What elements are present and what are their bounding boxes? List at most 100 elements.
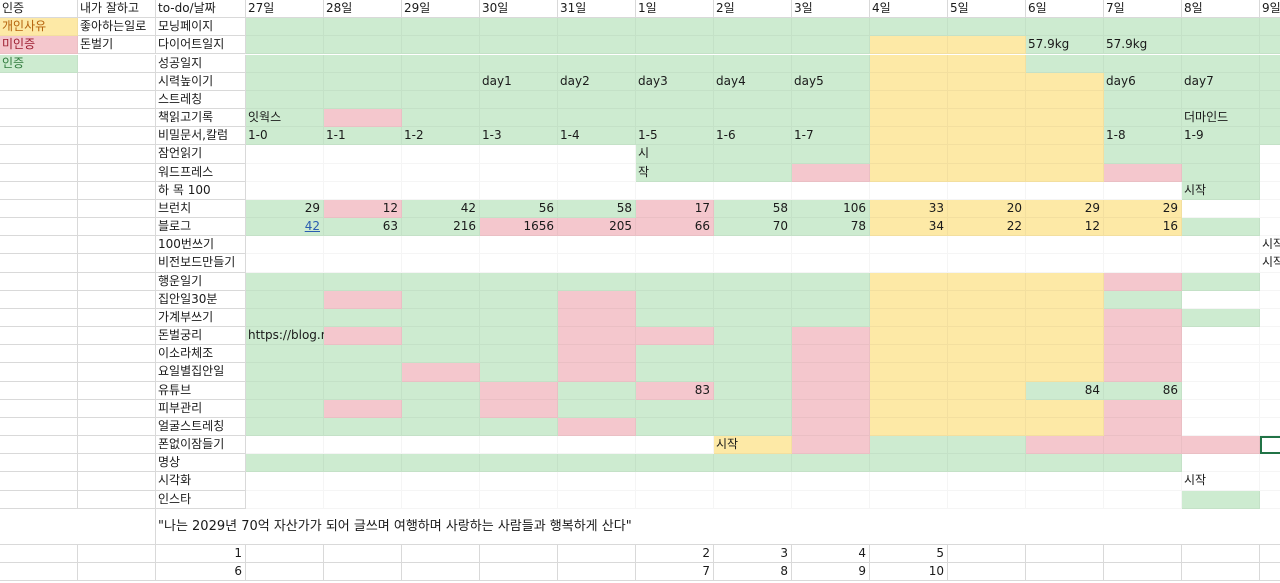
day-cell[interactable] [636,308,714,328]
day-cell[interactable] [1026,290,1104,309]
number-cell[interactable] [0,545,78,564]
day-cell[interactable] [714,163,792,182]
day-cell[interactable]: 1-1 [324,127,402,146]
empty-cell[interactable] [0,254,78,273]
day-cell[interactable]: 58 [558,199,636,219]
day-cell[interactable] [870,272,948,291]
empty-cell[interactable] [78,472,156,491]
day-cell[interactable] [558,327,636,346]
day-cell[interactable] [1104,472,1182,491]
day-cell[interactable] [1182,363,1260,382]
day-cell[interactable] [948,109,1026,128]
day-cell[interactable] [870,90,948,109]
day-cell[interactable] [246,345,324,364]
day-cell[interactable] [1104,308,1182,328]
day-cell[interactable] [558,36,636,55]
day-cell[interactable]: 잇웍스 [246,109,324,128]
day-cell[interactable] [636,327,714,346]
day-cell[interactable] [1026,345,1104,364]
day-cell[interactable] [324,18,402,37]
day-cell[interactable] [714,109,792,128]
day-cell[interactable]: 1-8 [1104,127,1182,146]
day-cell[interactable] [714,272,792,291]
day-cell[interactable] [1182,308,1260,328]
legend-cell[interactable]: 미인증 [0,36,78,55]
empty-cell[interactable] [78,72,156,91]
day-cell[interactable] [948,290,1026,309]
day-cell[interactable] [558,290,636,309]
number-cell[interactable]: 1 [156,545,246,564]
day-cell[interactable] [1026,272,1104,291]
empty-cell[interactable] [78,145,156,164]
empty-cell[interactable] [0,327,78,346]
day-cell[interactable] [1260,163,1280,182]
day-cell[interactable]: 56 [480,199,558,219]
day-cell[interactable] [324,54,402,73]
day-cell[interactable] [1026,72,1104,91]
day-cell[interactable] [480,272,558,291]
day-cell[interactable] [1182,345,1260,364]
task-name-cell[interactable]: 시각화 [156,472,246,491]
day-cell[interactable] [402,90,480,109]
day-cell[interactable] [402,290,480,309]
day-cell[interactable] [948,417,1026,437]
day-cell[interactable] [714,90,792,109]
day-cell[interactable] [246,381,324,400]
day-cell[interactable] [714,308,792,328]
day-cell[interactable] [1260,181,1280,200]
day-cell[interactable] [870,454,948,473]
day-cell[interactable] [1260,417,1280,437]
day-cell[interactable] [1260,363,1280,382]
goal-cell[interactable]: 돈벌기 [78,36,156,55]
day-cell[interactable] [1104,145,1182,164]
number-cell[interactable]: 10 [870,563,948,582]
number-cell[interactable] [1104,545,1182,564]
day-cell[interactable] [636,345,714,364]
day-cell[interactable] [246,308,324,328]
day-cell[interactable] [480,345,558,364]
day-cell[interactable] [558,345,636,364]
legend-cell[interactable]: 개인사유 [0,18,78,37]
day-cell[interactable] [324,308,402,328]
day-cell[interactable] [1104,345,1182,364]
number-cell[interactable] [1026,563,1104,582]
empty-cell[interactable] [78,345,156,364]
day-cell[interactable]: 29 [246,199,324,219]
day-cell[interactable] [558,363,636,382]
day-cell[interactable]: day1 [480,72,558,91]
task-name-cell[interactable]: 유튜브 [156,381,246,400]
day-cell[interactable] [558,236,636,255]
day-cell[interactable] [480,490,558,509]
empty-cell[interactable] [78,127,156,146]
day-cell[interactable] [948,36,1026,55]
day-cell[interactable] [1260,127,1280,146]
day-cell[interactable] [1182,236,1260,255]
day-cell[interactable] [792,163,870,182]
day-cell[interactable] [870,54,948,73]
empty-cell[interactable] [0,236,78,255]
day-cell[interactable] [636,18,714,37]
goal-cell[interactable]: 좋아하는일로 [78,18,156,37]
day-cell[interactable] [870,254,948,273]
day-cell[interactable] [402,472,480,491]
day-cell[interactable] [792,345,870,364]
empty-cell[interactable] [78,308,156,328]
task-name-cell[interactable]: 명상 [156,454,246,473]
day-cell[interactable] [558,18,636,37]
day-cell[interactable] [1260,145,1280,164]
task-name-cell[interactable]: 돈벌궁리 [156,327,246,346]
day-cell[interactable] [714,417,792,437]
day-cell[interactable] [402,163,480,182]
empty-cell[interactable] [0,417,78,437]
task-name-cell[interactable]: 요일별집안일 [156,363,246,382]
day-cell[interactable] [246,417,324,437]
header-cell[interactable]: 7일 [1104,0,1182,19]
day-cell[interactable] [480,145,558,164]
day-cell[interactable] [1260,54,1280,73]
day-cell[interactable] [1104,399,1182,418]
day-cell[interactable] [1182,490,1260,509]
empty-cell[interactable] [78,290,156,309]
empty-cell[interactable] [78,54,156,73]
day-cell[interactable] [324,72,402,91]
task-name-cell[interactable]: 이소라체조 [156,345,246,364]
